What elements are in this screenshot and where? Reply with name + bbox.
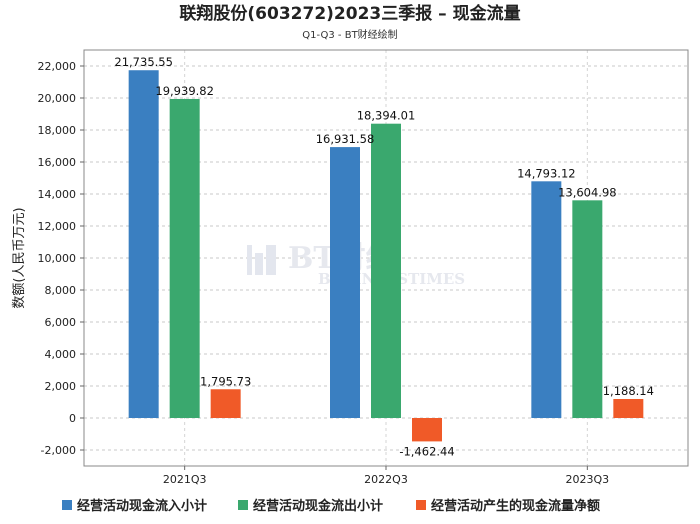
data-labels: 21,735.55 19,939.82 1,795.73 16,931.58 18,39… (114, 55, 654, 458)
y-tick-label: 6,000 (45, 316, 77, 329)
data-label: 21,735.55 (114, 55, 173, 69)
bar (330, 147, 360, 418)
y-tick-label: 22,000 (38, 60, 77, 73)
bars (128, 70, 644, 442)
y-tick-label: 2,000 (45, 380, 77, 393)
y-tick-label: 14,000 (38, 188, 77, 201)
data-label: 13,604.98 (558, 185, 617, 199)
y-axis-label: 数额(人民币万元) (12, 207, 27, 308)
y-tick-label: 16,000 (38, 156, 77, 169)
legend-label: 经营活动现金流入小计 (77, 498, 207, 514)
bar (371, 123, 401, 419)
chart-title: 联翔股份(603272)2023三季报 – 现金流量 (179, 3, 520, 24)
chart-subtitle: Q1-Q3 - BT财经绘制 (302, 28, 397, 41)
data-label: 14,793.12 (517, 166, 576, 180)
legend-label: 经营活动现金流出小计 (253, 498, 383, 514)
legend-label: 经营活动产生的现金流量净额 (431, 498, 600, 514)
y-tick-label: 20,000 (38, 92, 77, 105)
bar (169, 98, 200, 418)
data-label: -1,462.44 (399, 444, 454, 458)
bar (572, 200, 603, 418)
x-tick-label: 2023Q3 (566, 473, 610, 486)
y-tick-label: 10,000 (38, 252, 77, 265)
bar (531, 181, 562, 418)
y-tick-label: 8,000 (45, 284, 77, 297)
data-label: 18,394.01 (357, 109, 416, 123)
legend: 经营活动现金流入小计 经营活动现金流出小计 经营活动产生的现金流量净额 (62, 498, 600, 514)
watermark-logo-icon (247, 245, 276, 275)
x-tick-label: 2022Q3 (364, 473, 408, 486)
data-label: 1,795.73 (200, 374, 251, 388)
bar (412, 418, 442, 442)
data-label: 1,188.14 (603, 384, 654, 398)
y-tick-label: 0 (69, 412, 76, 425)
bar (210, 389, 241, 418)
y-tick-label: 18,000 (38, 124, 77, 137)
axes: -2,000 0 2,000 4,000 6,000 8,000 10,000 12,000 1… (38, 49, 689, 486)
x-tick-label: 2021Q3 (163, 473, 207, 486)
legend-swatch (416, 500, 426, 510)
data-label: 16,931.58 (316, 132, 375, 146)
y-tick-label: 4,000 (45, 348, 77, 361)
legend-swatch (238, 500, 248, 510)
y-tick-label: -2,000 (41, 444, 76, 457)
legend-swatch (62, 500, 72, 510)
data-label: 19,939.82 (155, 84, 214, 98)
bar (128, 70, 159, 418)
y-tick-label: 12,000 (38, 220, 77, 233)
bar (613, 398, 644, 418)
